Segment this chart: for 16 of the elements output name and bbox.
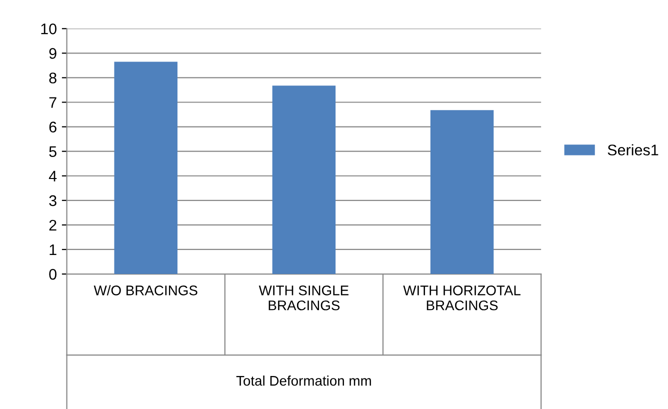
y-tick-label: 2 [49, 220, 56, 230]
legend-label: Series1 [608, 144, 658, 156]
y-tick-label: 3 [49, 195, 56, 206]
y-tick-label: 1 [50, 244, 56, 256]
y-tick-label: 6 [49, 122, 56, 132]
x-tick-label: WITH SINGLE BRACINGS [258, 286, 348, 310]
y-tick-label: 7 [49, 97, 56, 108]
y-tick-label: 5 [49, 146, 56, 158]
y-tick-label: 4 [48, 170, 57, 182]
x-tick-label: WITH HORIZOTAL BRACINGS [403, 286, 520, 310]
x-axis-title: Total Deformation mm [236, 376, 371, 386]
y-tick-label: 8 [49, 72, 56, 84]
y-tick-label: 9 [49, 48, 56, 59]
y-tick-label: 0 [49, 268, 56, 280]
x-tick-label: W/O BRACINGS [94, 285, 198, 296]
y-tick-label: 10 [41, 24, 56, 34]
